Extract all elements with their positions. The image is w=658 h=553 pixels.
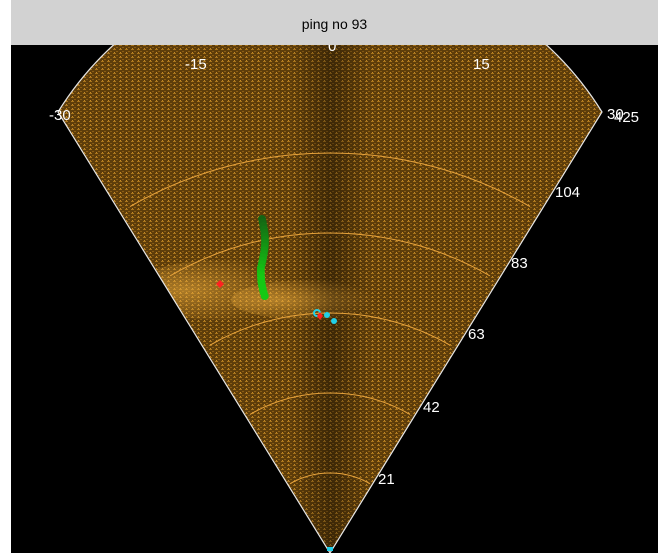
angle-label-0: 0 xyxy=(328,45,336,55)
sonar-svg: -30 -15 0 15 30 425 21 42 63 83 104 xyxy=(49,45,639,553)
angle-label-neg15: -15 xyxy=(185,56,207,73)
title-bar: ping no 93 xyxy=(11,0,658,46)
range-arc xyxy=(209,312,451,346)
range-label-83: 83 xyxy=(511,255,528,272)
window-title: ping no 93 xyxy=(301,16,368,32)
marker-red-left[interactable] xyxy=(216,280,224,288)
angle-label-overlap: 425 xyxy=(614,109,639,126)
angle-label-neg30: -30 xyxy=(49,107,71,124)
track-green[interactable] xyxy=(256,215,269,300)
angle-label-30: 30 xyxy=(607,106,624,123)
range-arc xyxy=(249,392,411,415)
range-label-21: 21 xyxy=(378,471,395,488)
echo-field xyxy=(58,45,602,553)
track-point xyxy=(260,292,269,300)
range-arc xyxy=(289,472,371,485)
range-label-63: 63 xyxy=(468,326,485,343)
origin-marker xyxy=(327,547,333,551)
range-label-104: 104 xyxy=(555,184,580,201)
range-arcs xyxy=(129,152,531,485)
angle-label-15: 15 xyxy=(473,56,490,73)
range-arc xyxy=(129,152,531,208)
marker-cyan-center[interactable] xyxy=(313,309,337,324)
range-arc xyxy=(169,232,491,277)
range-label-42: 42 xyxy=(423,399,440,416)
sonar-display[interactable]: -30 -15 0 15 30 425 21 42 63 83 104 xyxy=(11,45,658,553)
